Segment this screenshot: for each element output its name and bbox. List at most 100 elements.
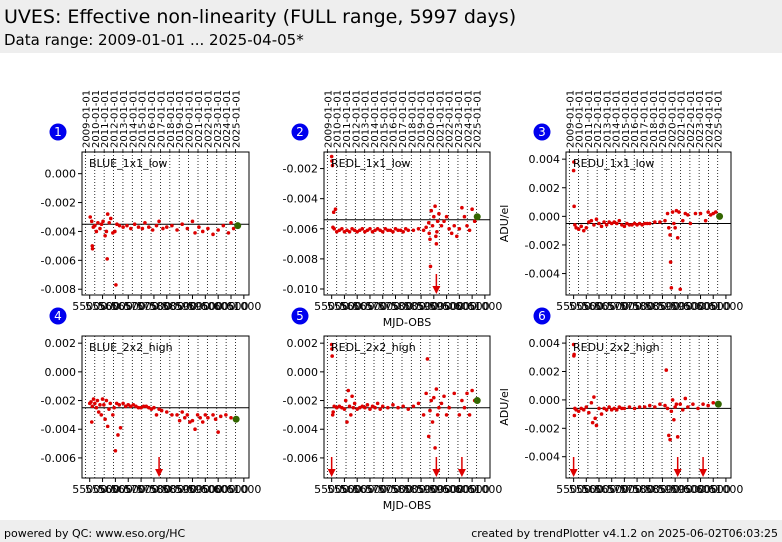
- data-point: [101, 219, 105, 224]
- data-point: [345, 420, 349, 424]
- footer-created-by: created by trendPlotter v4.1.2 on 2025-0…: [471, 527, 778, 540]
- data-point: [667, 433, 671, 438]
- y-tick-label: -0.008: [283, 253, 318, 266]
- panel-4: 0.002 0.000 -0.002 -0.004 -0.006 550005550056…: [41, 307, 261, 496]
- data-point: [386, 228, 390, 233]
- charts-area: 2009-01-01 2010-01-01 2011-01-01 2012-01-01…: [0, 53, 782, 524]
- top-axis-date-label: 2024-01-01: [463, 90, 474, 148]
- data-point: [674, 402, 679, 406]
- top-axis-date-label: 2018-01-01: [166, 90, 177, 148]
- data-point: [180, 222, 184, 227]
- data-point: [213, 417, 218, 421]
- data-point: [136, 225, 141, 229]
- data-point: [675, 236, 680, 240]
- x-tick-label: 60500: [214, 483, 249, 496]
- panel-number-badge: [49, 123, 67, 141]
- data-point: [433, 446, 437, 450]
- data-point: [672, 417, 676, 422]
- data-point: [380, 229, 385, 234]
- y-tick-label: 0.000: [45, 168, 77, 181]
- data-point: [428, 408, 432, 413]
- top-axis-date-label: 2013-01-01: [361, 90, 372, 148]
- y-tick-label: -0.002: [525, 422, 560, 435]
- top-axis-date-label: 2010-01-01: [333, 90, 344, 148]
- data-point: [665, 406, 670, 411]
- data-point: [401, 404, 405, 409]
- data-point: [216, 430, 220, 434]
- data-point: [373, 405, 377, 410]
- data-point: [161, 226, 165, 231]
- data-point: [154, 413, 159, 417]
- data-point: [467, 228, 472, 233]
- top-axis-date-label: 2021-01-01: [435, 90, 446, 148]
- x-tick-label: 56500: [111, 300, 146, 313]
- panel-number-badge: [533, 307, 551, 325]
- footer-credit: powered by QC: www.eso.org/HC: [4, 527, 186, 540]
- data-point: [200, 229, 205, 234]
- data-point: [447, 405, 451, 410]
- data-point: [590, 420, 595, 425]
- data-point: [572, 204, 576, 209]
- out-of-range-arrow-head: [457, 469, 466, 477]
- top-axis-date-label: 2009-01-01: [323, 90, 334, 148]
- data-point: [455, 234, 459, 239]
- y-tick-label: 0.002: [287, 337, 319, 350]
- top-axis-date-label: 2024-01-01: [704, 90, 715, 148]
- x-tick-label: 60000: [201, 300, 236, 313]
- data-point: [330, 163, 335, 168]
- data-point: [141, 404, 146, 409]
- data-point: [579, 224, 584, 229]
- data-point: [703, 218, 708, 223]
- data-point: [396, 405, 400, 410]
- data-point: [435, 229, 439, 234]
- y-tick-label: -0.006: [41, 452, 76, 465]
- out-of-range-arrow-head: [569, 469, 578, 477]
- data-point: [642, 221, 647, 226]
- data-point: [449, 231, 454, 236]
- data-point: [593, 416, 597, 421]
- x-tick-label: 58500: [645, 483, 680, 496]
- y-tick-label: -0.004: [525, 268, 560, 281]
- data-point: [430, 420, 435, 424]
- x-tick-label: 55500: [327, 483, 362, 496]
- x-tick-label: 60000: [442, 483, 477, 496]
- data-point: [572, 160, 576, 164]
- data-point: [584, 405, 589, 409]
- data-point: [159, 408, 164, 413]
- y-tick-label: -0.006: [283, 452, 318, 465]
- data-point: [424, 391, 428, 396]
- top-axis-date-label: 2023-01-01: [213, 90, 224, 148]
- x-tick-label: 61000: [226, 300, 261, 313]
- data-point: [150, 228, 155, 232]
- y-tick-label: 0.004: [529, 153, 561, 166]
- data-point: [360, 226, 365, 231]
- x-tick-label: 59500: [429, 300, 464, 313]
- x-tick-label: 57500: [136, 483, 171, 496]
- data-point: [89, 219, 94, 224]
- top-axis-date-label: 2010-01-01: [575, 90, 586, 148]
- data-point: [93, 401, 97, 406]
- data-point: [425, 357, 430, 361]
- top-axis-date-label: 2019-01-01: [658, 90, 669, 148]
- data-point: [118, 425, 123, 430]
- y-tick-label: -0.004: [283, 423, 318, 436]
- x-tick-label: 56000: [340, 300, 375, 313]
- data-point: [140, 226, 145, 231]
- data-point: [104, 398, 109, 403]
- x-axis-label: MJD-OBS: [383, 499, 431, 512]
- data-point: [105, 212, 110, 216]
- data-point: [432, 395, 436, 400]
- data-point: [433, 204, 437, 208]
- data-point: [658, 402, 662, 406]
- x-tick-label: 58000: [632, 483, 667, 496]
- data-point: [347, 229, 352, 234]
- panel-number-badge: [291, 123, 309, 141]
- data-point: [470, 388, 474, 393]
- y-tick-label: -0.006: [283, 223, 318, 236]
- x-tick-label: 56500: [594, 300, 629, 313]
- data-point: [571, 342, 576, 347]
- data-point: [96, 410, 101, 414]
- data-point: [102, 403, 106, 407]
- x-tick-label: 59000: [175, 483, 210, 496]
- data-point: [653, 220, 657, 224]
